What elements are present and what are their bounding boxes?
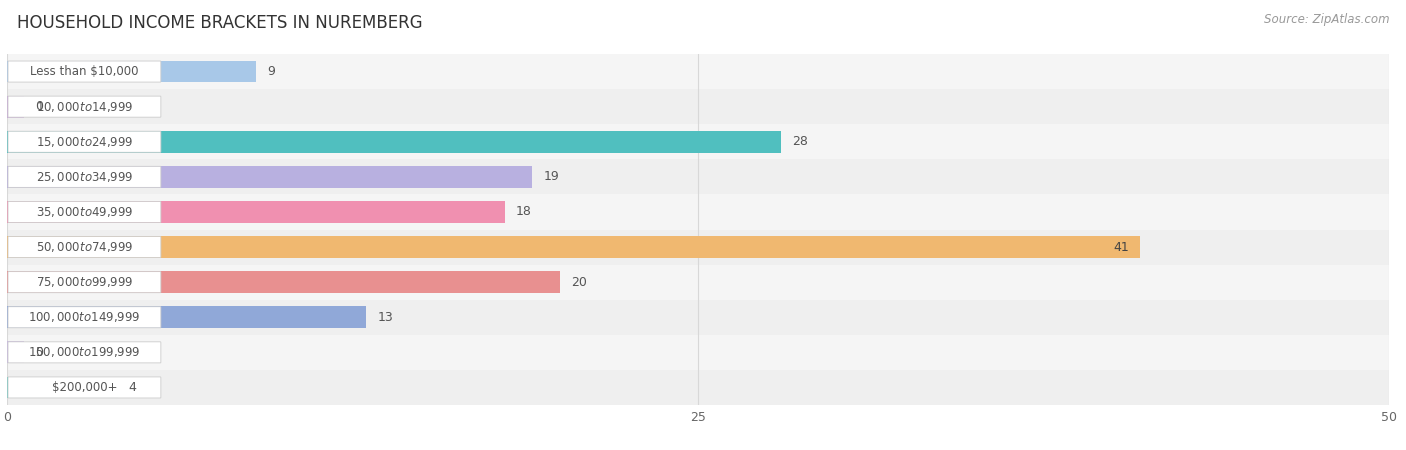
Text: 28: 28 — [792, 135, 808, 148]
Text: $150,000 to $199,999: $150,000 to $199,999 — [28, 345, 141, 360]
Text: HOUSEHOLD INCOME BRACKETS IN NUREMBERG: HOUSEHOLD INCOME BRACKETS IN NUREMBERG — [17, 14, 422, 32]
Bar — [7, 377, 118, 398]
Bar — [7, 342, 24, 363]
Text: 0: 0 — [35, 100, 42, 113]
Text: $10,000 to $14,999: $10,000 to $14,999 — [35, 99, 134, 114]
Bar — [7, 159, 1389, 194]
Text: 9: 9 — [267, 65, 274, 78]
Bar — [7, 236, 1140, 258]
FancyBboxPatch shape — [8, 342, 160, 363]
Text: 0: 0 — [35, 346, 42, 359]
Bar — [7, 61, 256, 82]
Bar — [7, 54, 1389, 89]
Text: $75,000 to $99,999: $75,000 to $99,999 — [35, 275, 134, 289]
Bar — [7, 96, 24, 117]
FancyBboxPatch shape — [8, 202, 160, 222]
Bar — [7, 300, 1389, 335]
Bar — [7, 124, 1389, 159]
Text: $200,000+: $200,000+ — [52, 381, 117, 394]
Text: 19: 19 — [543, 171, 560, 183]
Bar — [7, 265, 1389, 300]
Text: Less than $10,000: Less than $10,000 — [30, 65, 139, 78]
Text: Source: ZipAtlas.com: Source: ZipAtlas.com — [1264, 14, 1389, 27]
FancyBboxPatch shape — [8, 272, 160, 292]
Bar — [7, 370, 1389, 405]
FancyBboxPatch shape — [8, 61, 160, 82]
Text: $100,000 to $149,999: $100,000 to $149,999 — [28, 310, 141, 324]
Bar — [7, 194, 1389, 230]
Bar — [7, 335, 1389, 370]
FancyBboxPatch shape — [8, 377, 160, 398]
FancyBboxPatch shape — [8, 131, 160, 152]
Text: 41: 41 — [1114, 241, 1129, 253]
Bar — [7, 166, 533, 188]
Text: $50,000 to $74,999: $50,000 to $74,999 — [35, 240, 134, 254]
FancyBboxPatch shape — [8, 237, 160, 257]
Text: 20: 20 — [571, 276, 586, 288]
Bar — [7, 230, 1389, 265]
Text: 18: 18 — [516, 206, 531, 218]
FancyBboxPatch shape — [8, 166, 160, 187]
FancyBboxPatch shape — [8, 96, 160, 117]
Bar — [7, 201, 505, 223]
Bar — [7, 89, 1389, 124]
Text: 4: 4 — [129, 381, 136, 394]
Bar — [7, 306, 367, 328]
Text: 13: 13 — [377, 311, 394, 324]
FancyBboxPatch shape — [8, 307, 160, 328]
Bar — [7, 131, 780, 153]
Text: $15,000 to $24,999: $15,000 to $24,999 — [35, 135, 134, 149]
Bar — [7, 271, 560, 293]
Text: $35,000 to $49,999: $35,000 to $49,999 — [35, 205, 134, 219]
Text: $25,000 to $34,999: $25,000 to $34,999 — [35, 170, 134, 184]
